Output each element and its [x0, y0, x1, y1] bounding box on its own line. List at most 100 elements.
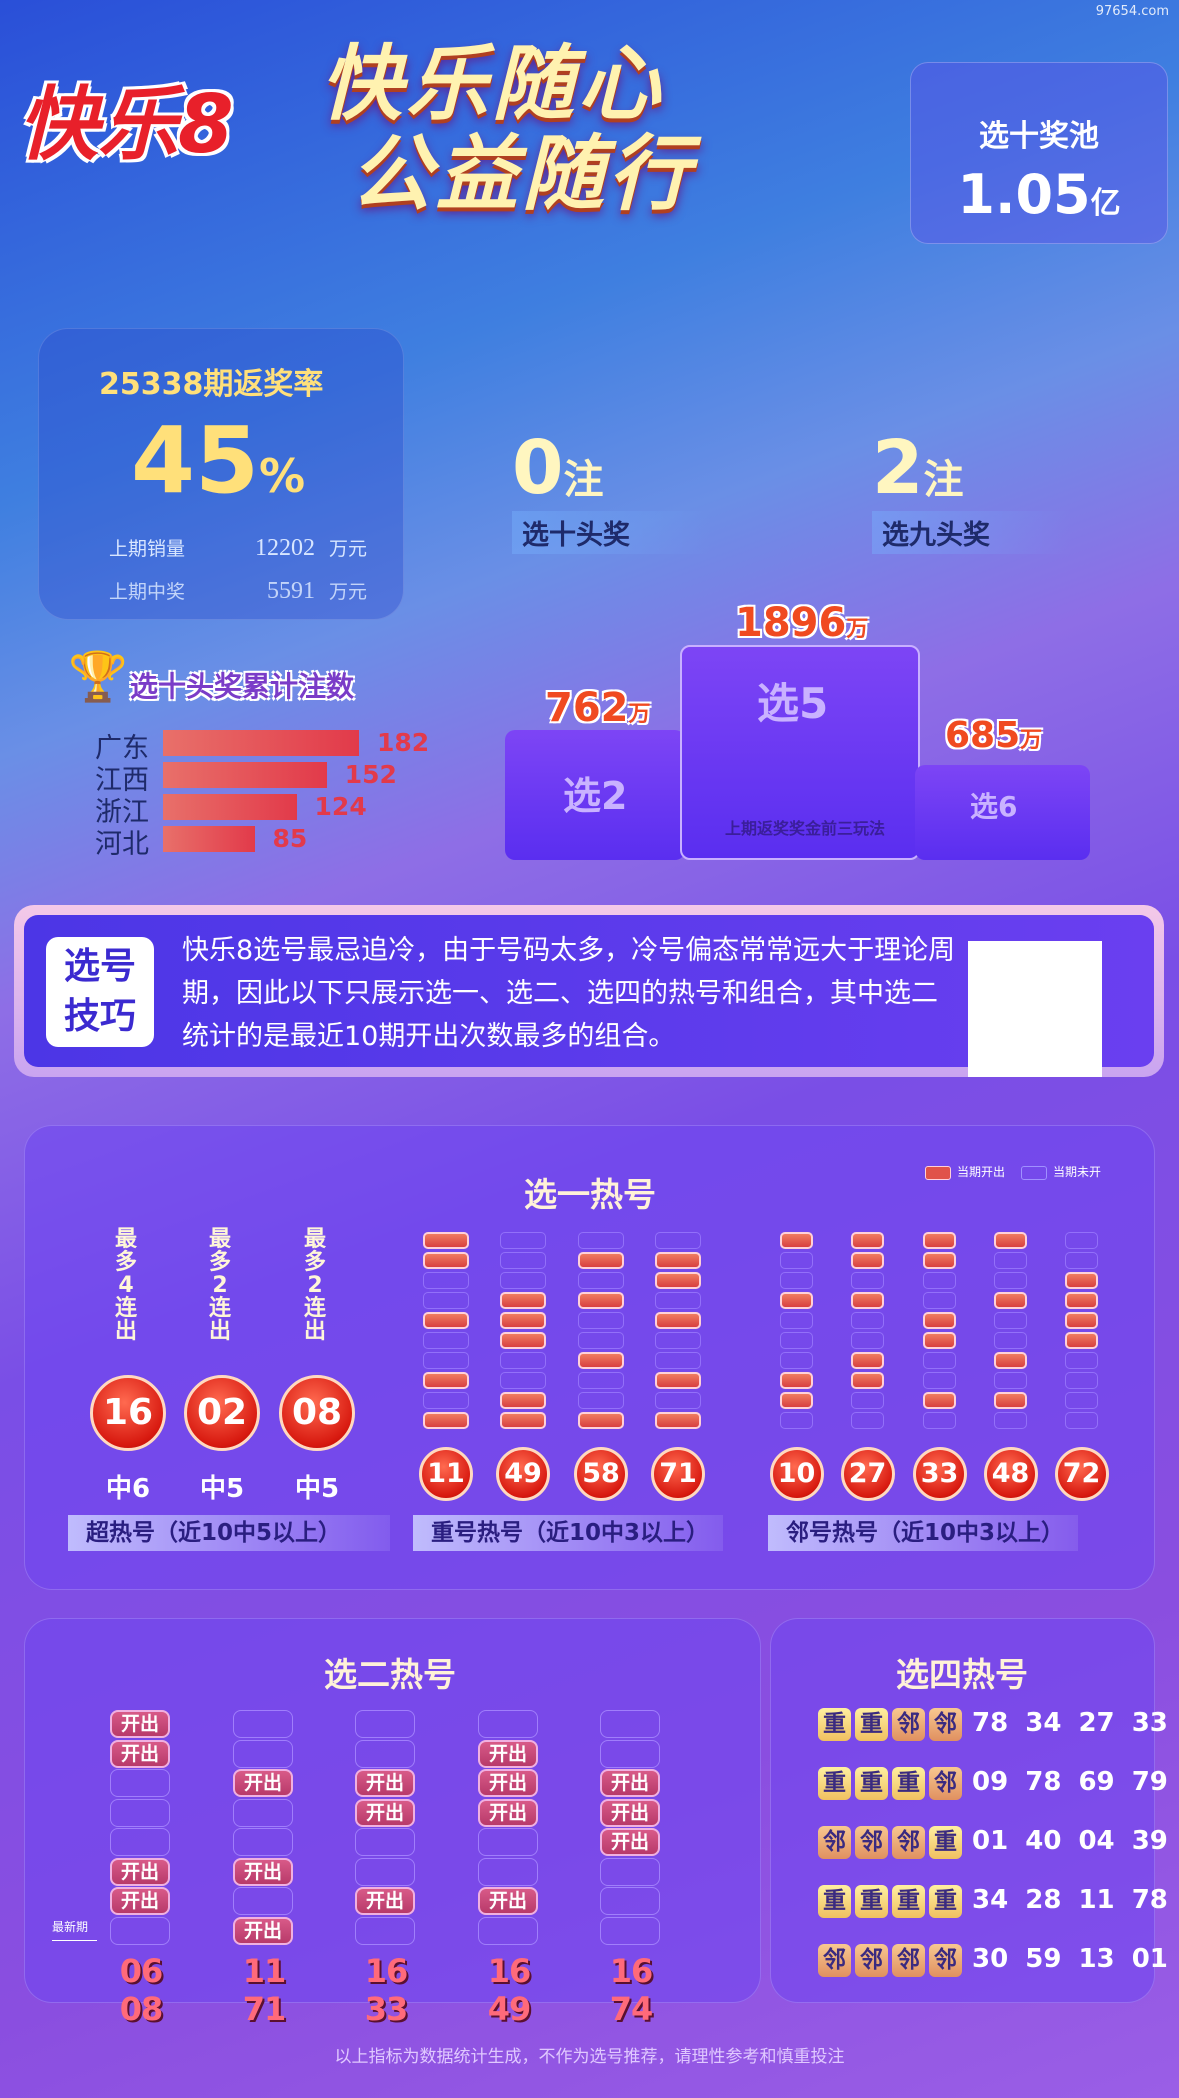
podium-amount-3: 685万: [945, 715, 1042, 756]
super-hot-band: 超热号（近10中5以上）: [68, 1515, 390, 1551]
pick4-panel: [770, 1618, 1155, 2003]
podium-name-1: 选5: [757, 679, 829, 728]
province-label: 浙江: [95, 797, 149, 828]
prize-value: 5591: [267, 578, 316, 604]
draw-cell-drawn: 开出: [355, 1798, 415, 1827]
pick4-title: 选四热号: [896, 1655, 1028, 1694]
province-bar: [163, 826, 255, 852]
neighbor-tag: 邻: [855, 1944, 888, 1977]
draw-cell-drawn: [423, 1252, 469, 1269]
draw-cell-drawn: 开出: [355, 1887, 415, 1915]
draw-cell-drawn: [994, 1292, 1027, 1309]
draw-cell-empty: [780, 1352, 813, 1369]
draw-cell-empty: [500, 1232, 546, 1249]
neighbor-tag: 邻: [929, 1944, 962, 1977]
repeat-hot-band: 重号热号（近10中3以上）: [413, 1515, 723, 1551]
draw-cell-empty: [655, 1352, 701, 1369]
hot-ball: 58: [574, 1447, 628, 1501]
draw-cell-empty: [994, 1332, 1027, 1349]
legend-not: 当期未开: [1053, 1165, 1102, 1179]
count-number: 2: [872, 425, 924, 511]
draw-cell-empty: [355, 1739, 415, 1768]
draw-cell-empty: [851, 1312, 884, 1329]
draw-cell-drawn: 开出: [478, 1739, 538, 1768]
draw-cell-drawn: [923, 1392, 956, 1409]
hot-ball: 72: [1054, 1447, 1109, 1501]
draw-cell-drawn: [780, 1232, 813, 1249]
hot-ball: 08: [279, 1375, 355, 1451]
trophy-icon: 🏆: [68, 649, 128, 705]
draw-cell-empty: [780, 1332, 813, 1349]
amount: 685: [945, 715, 1021, 756]
province-bar: [163, 730, 359, 756]
draw-cell-empty: [994, 1372, 1027, 1389]
pick4-row: 重重重重 34 28 11 78: [818, 1885, 1168, 1918]
draw-cell-empty: [655, 1232, 701, 1249]
draw-cell-empty: [851, 1392, 884, 1409]
draw-cell-empty: [478, 1857, 538, 1886]
draw-cell-empty: [851, 1412, 884, 1429]
draw-cell-empty: [994, 1252, 1027, 1269]
tips-text: 快乐8选号最忌追冷，由于号码太多，冷号偏态常常远大于理论周期，因此以下只展示选一…: [182, 935, 956, 1052]
draw-cell-drawn: [923, 1252, 956, 1269]
draw-cell-empty: [923, 1352, 956, 1369]
draw-cell-empty: [578, 1232, 624, 1249]
draw-cell-drawn: [1065, 1312, 1098, 1329]
draw-cell-empty: [478, 1916, 538, 1945]
draw-cell-empty: [923, 1292, 956, 1309]
hot-ball: 11: [419, 1447, 473, 1501]
podium-block-1: [680, 645, 920, 860]
podium-amount-1: 1896万: [735, 600, 868, 646]
pair-number: 11 71: [242, 1952, 287, 2028]
legend-not-swatch: [1021, 1165, 1048, 1180]
amount: 1896: [735, 600, 847, 646]
draw-cell-empty: [655, 1292, 701, 1309]
draw-cell-empty: [1065, 1252, 1098, 1269]
draw-cell-drawn: 开出: [110, 1739, 170, 1768]
jackpot-label: 选十头奖: [512, 511, 712, 554]
draw-cell-empty: [110, 1798, 170, 1827]
rate-number: 45: [131, 407, 260, 514]
podium-name-2: 选2: [563, 774, 628, 818]
draw-cell-empty: [423, 1352, 469, 1369]
draw-cell-empty: [423, 1332, 469, 1349]
count-unit: 注: [923, 457, 964, 503]
neighbor-tag: 邻: [892, 1944, 925, 1977]
province-label: 广东: [95, 733, 149, 764]
sales-unit: 万元: [329, 538, 368, 560]
return-rate-card: 25338期返奖率 45% 上期销量 12202 万元 上期中奖 5591 万元: [38, 328, 404, 620]
draw-cell-empty: [994, 1272, 1027, 1289]
draw-cell-drawn: [851, 1352, 884, 1369]
draw-cell-drawn: [923, 1312, 956, 1329]
draw-cell-drawn: 开出: [110, 1887, 170, 1915]
draw-cell-drawn: [994, 1352, 1027, 1369]
draw-cell-empty: [233, 1887, 293, 1915]
count-number: 0: [512, 425, 564, 511]
draw-cell-empty: [110, 1916, 170, 1945]
draw-cell-drawn: [423, 1372, 469, 1389]
banner-title: 快乐随心 公益随行: [320, 39, 880, 220]
draw-cell-drawn: [655, 1372, 701, 1389]
tips-label: 选号 技巧: [46, 937, 154, 1047]
hot-ball: 48: [983, 1447, 1038, 1501]
draw-cell-empty: [1065, 1352, 1098, 1369]
hit-count: 中6: [105, 1474, 151, 1504]
draw-cell-empty: [423, 1292, 469, 1309]
draw-cell-drawn: [780, 1392, 813, 1409]
draw-cell-drawn: [1065, 1272, 1098, 1289]
draw-cell-empty: [994, 1312, 1027, 1329]
draw-cell-empty: [780, 1252, 813, 1269]
draw-cell-empty: [233, 1739, 293, 1768]
neighbor-tag: 邻: [892, 1826, 925, 1859]
draw-cell-drawn: 开出: [478, 1798, 538, 1827]
unit: 万: [1020, 728, 1043, 753]
draw-cell-empty: [851, 1272, 884, 1289]
draw-cell-drawn: [1065, 1292, 1098, 1309]
neighbor-tag: 邻: [929, 1708, 962, 1741]
draw-cell-empty: [600, 1857, 660, 1886]
draw-cell-empty: [655, 1332, 701, 1349]
hot-ball: 27: [840, 1447, 895, 1501]
hot-ball: 49: [496, 1447, 550, 1501]
pool-amount: 1.05: [957, 163, 1091, 226]
repeat-tag: 重: [855, 1708, 888, 1741]
